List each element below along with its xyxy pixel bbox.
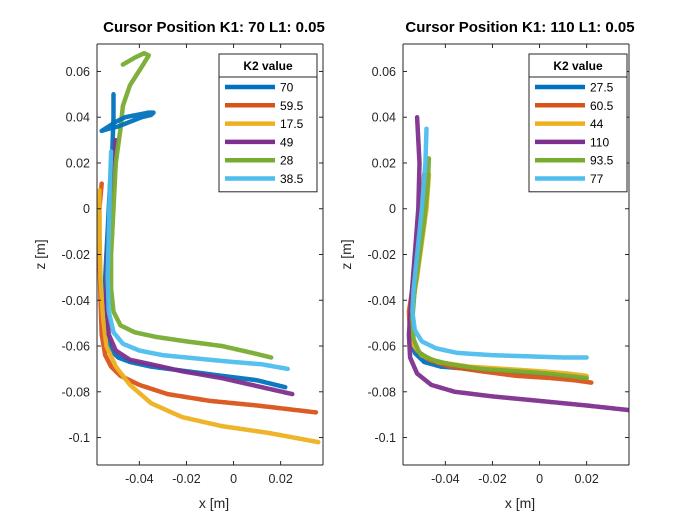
chart-title: Cursor Position K1: 70 L1: 0.05 [103, 19, 325, 36]
series-group [406, 114, 629, 413]
legend-label-44: 44 [590, 117, 604, 131]
series-line-93-5 [410, 156, 589, 381]
x-tick-label: 0.02 [268, 472, 292, 486]
y-tick-label: 0.04 [66, 111, 90, 125]
x-tick-label: 0 [230, 472, 237, 486]
y-tick-label: 0 [389, 202, 396, 216]
y-tick-label: -0.06 [62, 340, 91, 354]
series-line-110 [406, 114, 629, 413]
y-tick-label: 0.02 [372, 156, 396, 170]
x-tick-label: -0.02 [478, 472, 507, 486]
y-tick-label: -0.04 [62, 294, 91, 308]
x-tick-label: -0.02 [172, 472, 201, 486]
legend: K2 value 70 59.5 17.5 49 28 38.5 [218, 53, 318, 193]
y-tick-label: 0.04 [372, 111, 396, 125]
x-axis-label: x [m] [199, 495, 229, 511]
y-tick-label: -0.02 [368, 248, 397, 262]
y-tick-label: -0.04 [368, 294, 397, 308]
chart-panel-2: -0.04 -0.02 0 0.02 -0.1 -0.08 -0.06 -0.04 -0.02 0… [338, 19, 635, 511]
legend-label-77: 77 [590, 172, 604, 186]
series-line-28 [108, 50, 274, 360]
y-axis-label: z [m] [338, 239, 354, 269]
legend-label-28: 28 [280, 154, 294, 168]
y-tick-label: 0.02 [66, 156, 90, 170]
legend-title: K2 value [553, 59, 603, 73]
y-tick-label: -0.1 [68, 431, 90, 445]
chart-title: Cursor Position K1: 110 L1: 0.05 [405, 19, 634, 36]
legend-label-110: 110 [590, 135, 609, 149]
y-tick-label: 0.06 [66, 65, 90, 79]
legend-label-27-5: 27.5 [590, 81, 614, 95]
chart-panel-1: -0.04 -0.02 0 0.02 -0.1 -0.08 -0.06 -0.04 -0.02 0… [32, 19, 325, 511]
legend-label-70: 70 [280, 81, 294, 95]
series-line-17-5 [97, 188, 321, 445]
x-tick-label: 0.02 [574, 472, 598, 486]
legend-label-17-5: 17.5 [280, 117, 304, 131]
y-tick-label: -0.02 [62, 248, 91, 262]
x-tick-label: -0.04 [431, 472, 460, 486]
legend-label-60-5: 60.5 [590, 99, 614, 113]
series-line-77 [410, 126, 589, 360]
legend-title: K2 value [243, 59, 293, 73]
legend-label-59-5: 59.5 [280, 99, 304, 113]
legend-label-38-5: 38.5 [280, 172, 304, 186]
y-tick-label: 0.06 [372, 65, 396, 79]
series-line-38-5 [105, 149, 290, 372]
y-tick-label: -0.1 [374, 431, 396, 445]
legend-label-93-5: 93.5 [590, 154, 614, 168]
legend-label-49: 49 [280, 135, 294, 149]
x-tick-label: 0 [536, 472, 543, 486]
legend: K2 value 27.5 60.5 44 110 93.5 77 [528, 53, 628, 193]
x-tick-label: -0.04 [125, 472, 154, 486]
series-line-trace-6 [99, 110, 156, 134]
y-tick-label: 0 [83, 202, 90, 216]
y-tick-label: -0.08 [62, 385, 91, 399]
y-axis-label: z [m] [32, 239, 48, 269]
y-tick-label: -0.08 [368, 385, 397, 399]
y-tick-label: -0.06 [368, 340, 397, 354]
x-axis-label: x [m] [505, 495, 535, 511]
